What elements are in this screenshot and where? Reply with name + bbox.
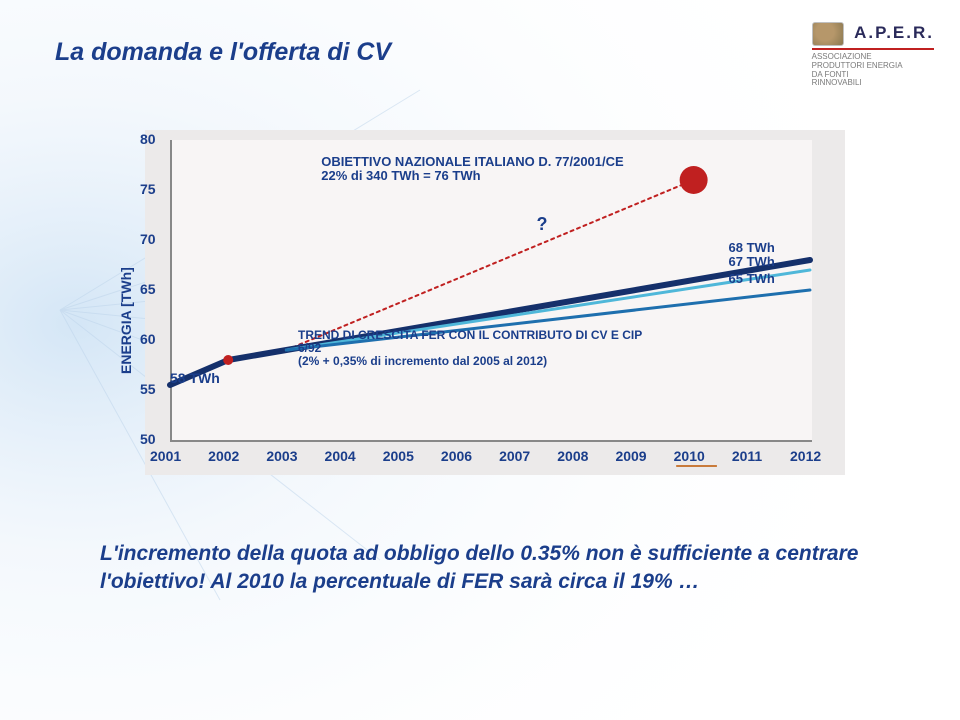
chart-svg	[100, 130, 860, 500]
annot-trend3: (2% + 0,35% di incremento dal 2005 al 20…	[298, 354, 547, 368]
caption-suffix: ! Al 2010 la percentuale di FER sarà cir…	[198, 570, 699, 593]
series-target-dashed	[286, 180, 693, 350]
caption-block: L'incremento della quota ad obbligo dell…	[100, 540, 880, 597]
annot-lab68: 68 TWh	[729, 240, 775, 255]
page-title: La domanda e l'offerta di CV	[55, 38, 391, 67]
annot-lab65: 65 TWh	[729, 271, 775, 286]
logo-rule	[812, 48, 934, 50]
annot-obiettivo2: 22% di 340 TWh = 76 TWh	[321, 168, 480, 183]
annot-lab67: 67 TWh	[729, 254, 775, 269]
marker-target-2010	[680, 166, 708, 194]
chart-container: ENERGIA [TWh]505560657075802001200220032…	[100, 130, 860, 500]
annot-start_label: 58 TWh	[170, 370, 220, 386]
logo-sub-3: RINNOVABILI	[812, 79, 934, 88]
marker-start-2002	[223, 355, 233, 365]
annot-trend1: TREND DI CRESCITA FER CON IL CONTRIBUTO …	[298, 328, 642, 342]
eagle-icon	[812, 22, 844, 46]
page-root: La domanda e l'offerta di CV A.P.E.R. AS…	[0, 0, 960, 720]
annot-obiettivo1: OBIETTIVO NAZIONALE ITALIANO D. 77/2001/…	[321, 154, 623, 169]
logo-name: A.P.E.R.	[854, 23, 934, 42]
annot-trend2: 6/92	[298, 341, 321, 355]
annot-qmark: ?	[537, 214, 548, 235]
brand-logo: A.P.E.R. ASSOCIAZIONE PRODUTTORI ENERGIA…	[812, 22, 934, 88]
